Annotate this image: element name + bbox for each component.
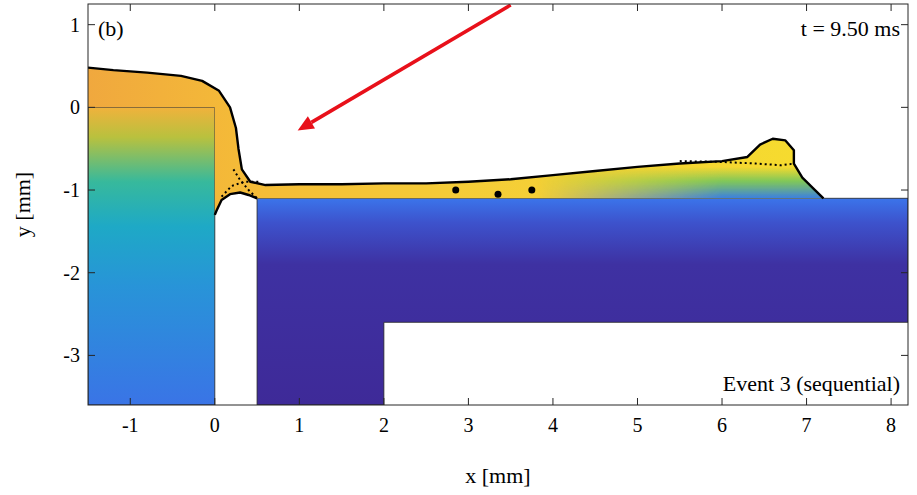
bubble <box>452 187 459 194</box>
y-tick-label: 0 <box>70 96 80 118</box>
x-tick-label: 7 <box>802 414 812 436</box>
arrow-head <box>298 116 315 130</box>
x-tick <box>806 398 807 405</box>
x-tick-top <box>552 4 553 11</box>
bubble <box>495 191 502 198</box>
figure: -1 0 1 2 3 4 5 6 7 8 -3 -2 -1 0 1 x [mm] y [mm] (b) t = 9.… <box>0 0 917 495</box>
y-tick <box>88 272 95 273</box>
x-tick <box>383 398 384 405</box>
y-tick-right <box>901 272 908 273</box>
x-tick-top <box>130 4 131 11</box>
x-tick-label: 0 <box>210 414 220 436</box>
x-tick-top <box>891 4 892 11</box>
x-tick <box>130 398 131 405</box>
x-tick-top <box>214 4 215 11</box>
y-tick-label: 1 <box>70 14 80 36</box>
x-tick-top <box>383 4 384 11</box>
x-tick <box>214 398 215 405</box>
x-tick <box>468 398 469 405</box>
x-tick-top <box>806 4 807 11</box>
bubble <box>528 187 535 194</box>
arrow-group <box>298 5 511 131</box>
time-label: t = 9.50 ms <box>801 16 900 41</box>
y-tick <box>88 107 95 108</box>
meniscus <box>215 193 257 215</box>
y-tick <box>88 24 95 25</box>
y-tick-label: -2 <box>63 262 80 284</box>
liquid-cooling-shade <box>88 68 823 215</box>
x-tick-label: 4 <box>548 414 558 436</box>
y-tick-right <box>901 24 908 25</box>
y-tick-label: -3 <box>63 344 80 366</box>
x-tick-label: 1 <box>294 414 304 436</box>
axes-frame <box>88 4 908 405</box>
y-axis-title: y [mm] <box>10 172 35 237</box>
x-tick <box>552 398 553 405</box>
plot-area <box>88 68 908 405</box>
y-tick-right <box>901 190 908 191</box>
x-tick-label: 3 <box>463 414 473 436</box>
arrow-shaft <box>311 5 510 122</box>
x-tick-top <box>468 4 469 11</box>
x-tick <box>891 398 892 405</box>
x-tick-label: -1 <box>122 414 139 436</box>
x-tick-label: 2 <box>379 414 389 436</box>
x-tick <box>637 398 638 405</box>
x-tick-label: 8 <box>886 414 896 436</box>
y-tick <box>88 190 95 191</box>
x-tick-label: 5 <box>632 414 642 436</box>
y-tick-right <box>901 107 908 108</box>
event-label: Event 3 (sequential) <box>723 371 900 396</box>
x-axis-title: x [mm] <box>465 463 530 488</box>
liquid <box>88 68 823 215</box>
x-tick-top <box>722 4 723 11</box>
x-tick <box>299 398 300 405</box>
x-tick <box>722 398 723 405</box>
solid-wall <box>88 107 215 405</box>
x-tick-label: 6 <box>717 414 727 436</box>
y-tick <box>88 355 95 356</box>
solid-wall <box>257 198 908 405</box>
x-tick-top <box>637 4 638 11</box>
panel-label: (b) <box>98 16 124 41</box>
x-tick-top <box>299 4 300 11</box>
y-tick-right <box>901 355 908 356</box>
y-tick-label: -1 <box>63 179 80 201</box>
free-surface <box>88 68 823 199</box>
